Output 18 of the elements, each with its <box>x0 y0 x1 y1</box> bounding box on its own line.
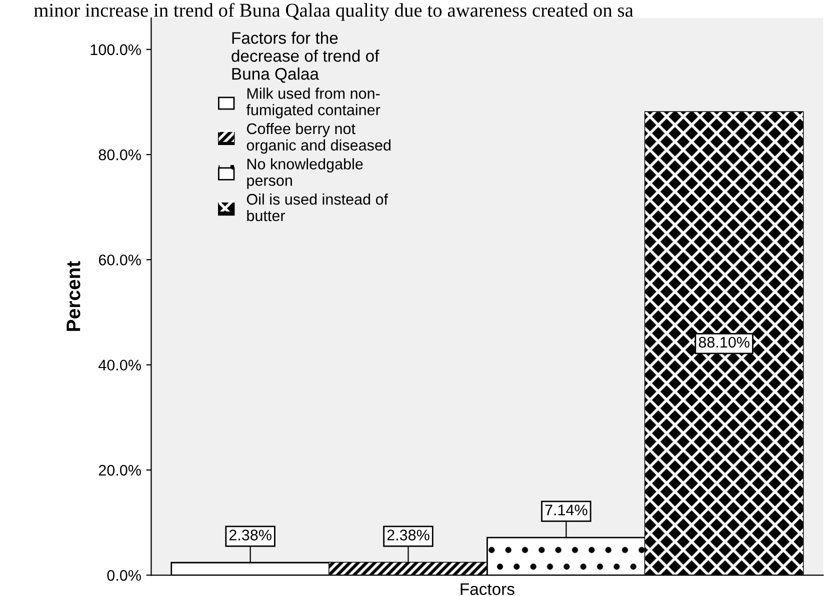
legend-label: Milk used from non- fumigated container <box>246 88 380 118</box>
legend-label: Coffee berry not organic and diseased <box>246 122 390 154</box>
y-tick-label: 0.0% <box>107 570 141 581</box>
annotation: minor increase in trend of Buna Qalaa quality due to awareness created on sa <box>34 2 634 21</box>
y-tick-label: 20.0% <box>98 464 141 476</box>
data-label: 2.38% <box>387 530 430 540</box>
legend-title: Factors for the decrease of trend of Buna Qalaa <box>232 32 380 83</box>
legend-label: No knowledgable person <box>247 158 363 189</box>
data-label: 2.38% <box>229 530 272 540</box>
x-axis-title: Factors <box>460 583 514 596</box>
y-axis-title: Percent <box>66 261 80 331</box>
legend-label: Oil is used instead of butter <box>246 193 388 222</box>
data-label: 7.14% <box>545 504 588 516</box>
data-label: 88.10% <box>698 336 750 348</box>
y-tick-label: 80.0% <box>98 149 141 160</box>
y-tick-label: 100.0% <box>90 44 141 56</box>
y-tick-label: 40.0% <box>98 360 141 371</box>
y-tick-label: 60.0% <box>98 254 141 266</box>
